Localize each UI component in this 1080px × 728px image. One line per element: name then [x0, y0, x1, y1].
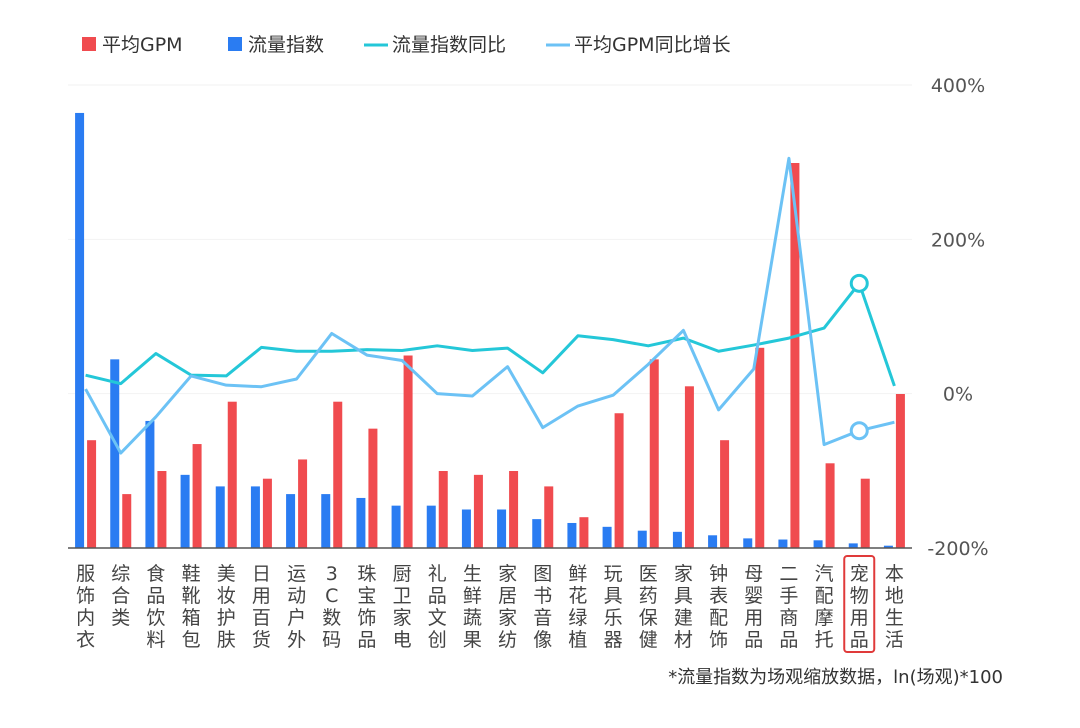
- marker-traffic-yoy: [849, 273, 869, 293]
- bar-traffic-index: [426, 505, 436, 548]
- bar-avg-gpm: [684, 386, 694, 548]
- x-tick-label: 母婴用品: [744, 563, 763, 651]
- x-tick-label: 食品饮料: [146, 563, 165, 651]
- x-tick-label: 鞋靴箱包: [182, 563, 201, 651]
- x-tick-label: 鲜花绿植: [568, 563, 587, 651]
- bar-avg-gpm: [157, 471, 167, 548]
- bar-traffic-index: [778, 539, 788, 548]
- bar-avg-gpm: [755, 347, 765, 548]
- x-tick-label: 汽配摩托: [815, 563, 834, 651]
- x-tick-label: 宠物用品: [850, 563, 869, 651]
- bar-traffic-index: [602, 526, 612, 548]
- bar-traffic-index: [532, 519, 542, 548]
- bar-traffic-index: [708, 535, 718, 548]
- legend-label: 流量指数同比: [392, 34, 506, 56]
- bar-avg-gpm: [227, 401, 237, 548]
- footnote: *流量指数为场观缩放数据，ln(场观)*100: [668, 667, 1003, 688]
- x-tick-label: 家居家纺: [498, 563, 517, 651]
- bar-avg-gpm: [262, 478, 272, 548]
- bar-traffic-index: [813, 540, 823, 548]
- y-right-tick-label: 0%: [943, 384, 973, 406]
- x-tick-label: 3 C 数码: [322, 563, 341, 651]
- x-tick-label: 珠宝饰品: [357, 563, 376, 651]
- bar-traffic-index: [286, 494, 296, 548]
- bar-traffic-index: [743, 538, 753, 548]
- bar-avg-gpm: [790, 163, 800, 548]
- line-traffic-yoy: [85, 281, 896, 387]
- bar-avg-gpm: [614, 413, 624, 548]
- bar-avg-gpm: [720, 440, 730, 548]
- bar-traffic-index: [637, 530, 647, 548]
- bar-traffic-index: [145, 420, 155, 548]
- bar-avg-gpm: [298, 459, 308, 548]
- bar-traffic-index: [497, 509, 507, 548]
- x-tick-label: 本地生活: [885, 563, 904, 651]
- bar-traffic-index: [215, 486, 225, 548]
- bar-avg-gpm: [438, 471, 448, 548]
- bar-traffic-index: [391, 505, 401, 548]
- y-right-tick-label: -200%: [927, 538, 988, 560]
- bar-avg-gpm: [473, 474, 483, 548]
- bar-traffic-index: [356, 497, 366, 548]
- bar-avg-gpm: [509, 471, 519, 548]
- legend-label: 平均GPM: [102, 34, 183, 56]
- bar-avg-gpm: [192, 444, 202, 548]
- x-tick-label: 综合类: [111, 563, 130, 629]
- x-tick-label: 医药保健: [639, 563, 658, 651]
- bar-traffic-index: [180, 474, 190, 548]
- bar-avg-gpm: [87, 440, 97, 548]
- legend-label: 流量指数: [248, 34, 324, 56]
- x-tick-label: 二手商品: [779, 563, 798, 651]
- bar-traffic-index: [567, 522, 577, 548]
- bar-traffic-index: [321, 494, 331, 548]
- x-tick-label: 厨卫家电: [393, 563, 412, 651]
- bar-avg-gpm: [333, 401, 343, 548]
- bar-traffic-index: [672, 531, 682, 548]
- x-tick-label: 美妆护肤: [217, 563, 236, 651]
- bar-traffic-index: [883, 545, 893, 548]
- bar-avg-gpm: [403, 355, 413, 548]
- x-tick-label: 礼品文创: [428, 563, 447, 651]
- bar-avg-gpm: [579, 517, 589, 548]
- marker-gpm-yoy: [849, 421, 869, 441]
- bar-traffic-index: [848, 543, 858, 548]
- y-right-tick-label: 200%: [931, 229, 985, 251]
- x-tick-label: 钟表配饰: [709, 563, 728, 651]
- bar-traffic-index: [75, 112, 85, 548]
- x-tick-label: 服饰内衣: [76, 563, 95, 651]
- line-gpm-yoy: [84, 156, 895, 455]
- y-right-tick-label: 400%: [931, 75, 985, 97]
- legend-label: 平均GPM同比增长: [574, 34, 731, 56]
- x-tick-label: 生鲜蔬果: [463, 563, 482, 651]
- legend-swatch: [228, 37, 242, 51]
- bar-avg-gpm: [860, 478, 870, 548]
- bar-avg-gpm: [649, 359, 659, 548]
- x-tick-label: 玩具乐器: [604, 563, 623, 651]
- bar-avg-gpm: [368, 428, 378, 548]
- x-tick-label: 日用百货: [252, 563, 271, 651]
- x-tick-label: 运动户外: [287, 563, 306, 651]
- bar-traffic-index: [110, 359, 120, 548]
- bar-avg-gpm: [544, 486, 554, 548]
- legend-swatch: [82, 37, 96, 51]
- highlight-box: [843, 555, 876, 653]
- bar-avg-gpm: [825, 463, 835, 548]
- x-tick-label: 图书音像: [533, 563, 552, 651]
- bar-traffic-index: [461, 509, 471, 548]
- x-tick-label: 家具建材: [674, 563, 693, 651]
- bar-traffic-index: [250, 486, 260, 548]
- bar-avg-gpm: [895, 394, 905, 548]
- bar-avg-gpm: [122, 494, 132, 548]
